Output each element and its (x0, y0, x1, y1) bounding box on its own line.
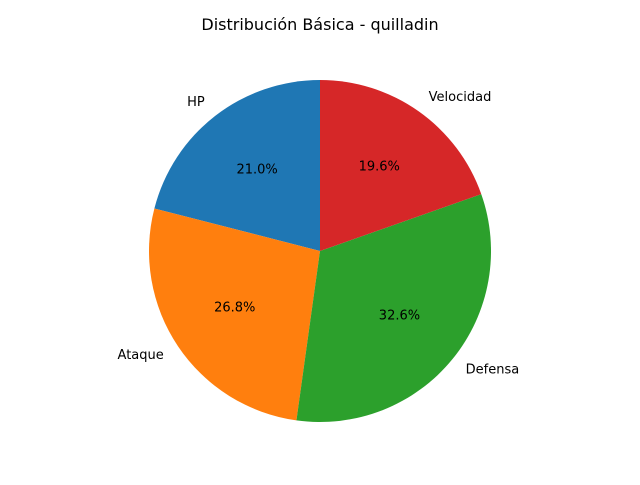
slice-percent-ataque: 26.8% (214, 301, 255, 316)
slice-percent-hp: 21.0% (236, 162, 277, 177)
slice-percent-velocidad: 19.6% (359, 160, 400, 175)
slice-label-ataque: Ataque (118, 348, 164, 363)
slice-percent-defensa: 32.6% (379, 308, 420, 323)
pie-slices (149, 80, 492, 423)
pie-slice-ataque (149, 208, 320, 421)
pie-labels: HP 21.0% Ataque 26.8% Defensa 32.6% Velocidad 1… (118, 90, 520, 378)
chart-title: Distribución Básica - quilladin (201, 15, 438, 34)
slice-label-velocidad: Velocidad (429, 90, 492, 105)
pie-slice-hp (154, 80, 320, 251)
slice-label-hp: HP (187, 95, 205, 110)
pie-slice-velocidad (320, 80, 482, 251)
pie-slice-defensa (296, 194, 492, 423)
slice-label-defensa: Defensa (466, 362, 520, 377)
